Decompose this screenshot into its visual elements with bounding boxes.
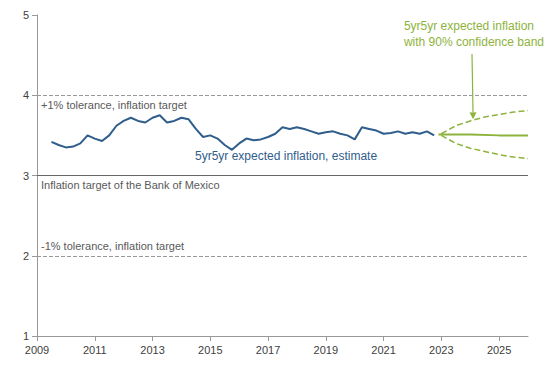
svg-text:1: 1 <box>23 330 29 342</box>
svg-text:2009: 2009 <box>25 344 49 356</box>
svg-text:2021: 2021 <box>371 344 395 356</box>
svg-text:4: 4 <box>23 89 29 101</box>
svg-text:2023: 2023 <box>429 344 453 356</box>
svg-text:3: 3 <box>23 170 29 182</box>
svg-text:+1% tolerance, inflation targe: +1% tolerance, inflation target <box>41 99 187 111</box>
svg-text:2011: 2011 <box>83 344 107 356</box>
svg-text:2017: 2017 <box>256 344 280 356</box>
svg-text:with 90% confidence band: with 90% confidence band <box>403 35 544 49</box>
svg-text:5: 5 <box>23 9 29 21</box>
svg-text:2015: 2015 <box>198 344 222 356</box>
svg-text:5yr5yr expected inflation, est: 5yr5yr expected inflation, estimate <box>195 149 377 163</box>
svg-text:2013: 2013 <box>140 344 164 356</box>
svg-text:2019: 2019 <box>314 344 338 356</box>
svg-text:5yr5yr expected inflation: 5yr5yr expected inflation <box>404 19 534 33</box>
svg-text:2025: 2025 <box>487 344 511 356</box>
svg-text:Inflation target of the Bank o: Inflation target of the Bank of Mexico <box>41 179 220 191</box>
svg-text:-1% tolerance, inflation targe: -1% tolerance, inflation target <box>41 240 184 252</box>
svg-text:2: 2 <box>23 250 29 262</box>
